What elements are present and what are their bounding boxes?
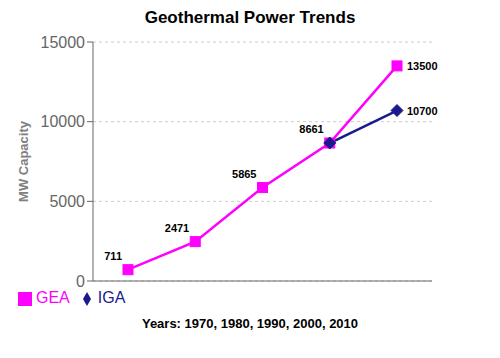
svg-text:10000: 10000 [41, 113, 86, 130]
html-text:IGA: IGA [97, 289, 126, 306]
svg-text:0: 0 [76, 273, 85, 290]
svg-text:15000: 15000 [41, 34, 86, 51]
svg-text:2471: 2471 [165, 222, 189, 234]
svg-text:8661: 8661 [299, 123, 323, 135]
html-text:Geothermal Power Trends: Geothermal Power Trends [144, 8, 356, 27]
html-text:Years: 1970, 1980, 1990, 2000,: Years: 1970, 1980, 1990, 2000, 2010 [141, 316, 359, 331]
svg-text:13500: 13500 [407, 60, 438, 72]
svg-text:5865: 5865 [232, 168, 256, 180]
svg-text:MW Capacity: MW Capacity [16, 120, 31, 202]
svg-text:10700: 10700 [407, 105, 438, 117]
svg-text:5000: 5000 [49, 193, 85, 210]
svg-text:711: 711 [104, 250, 122, 262]
html-text:GEA: GEA [36, 289, 70, 306]
